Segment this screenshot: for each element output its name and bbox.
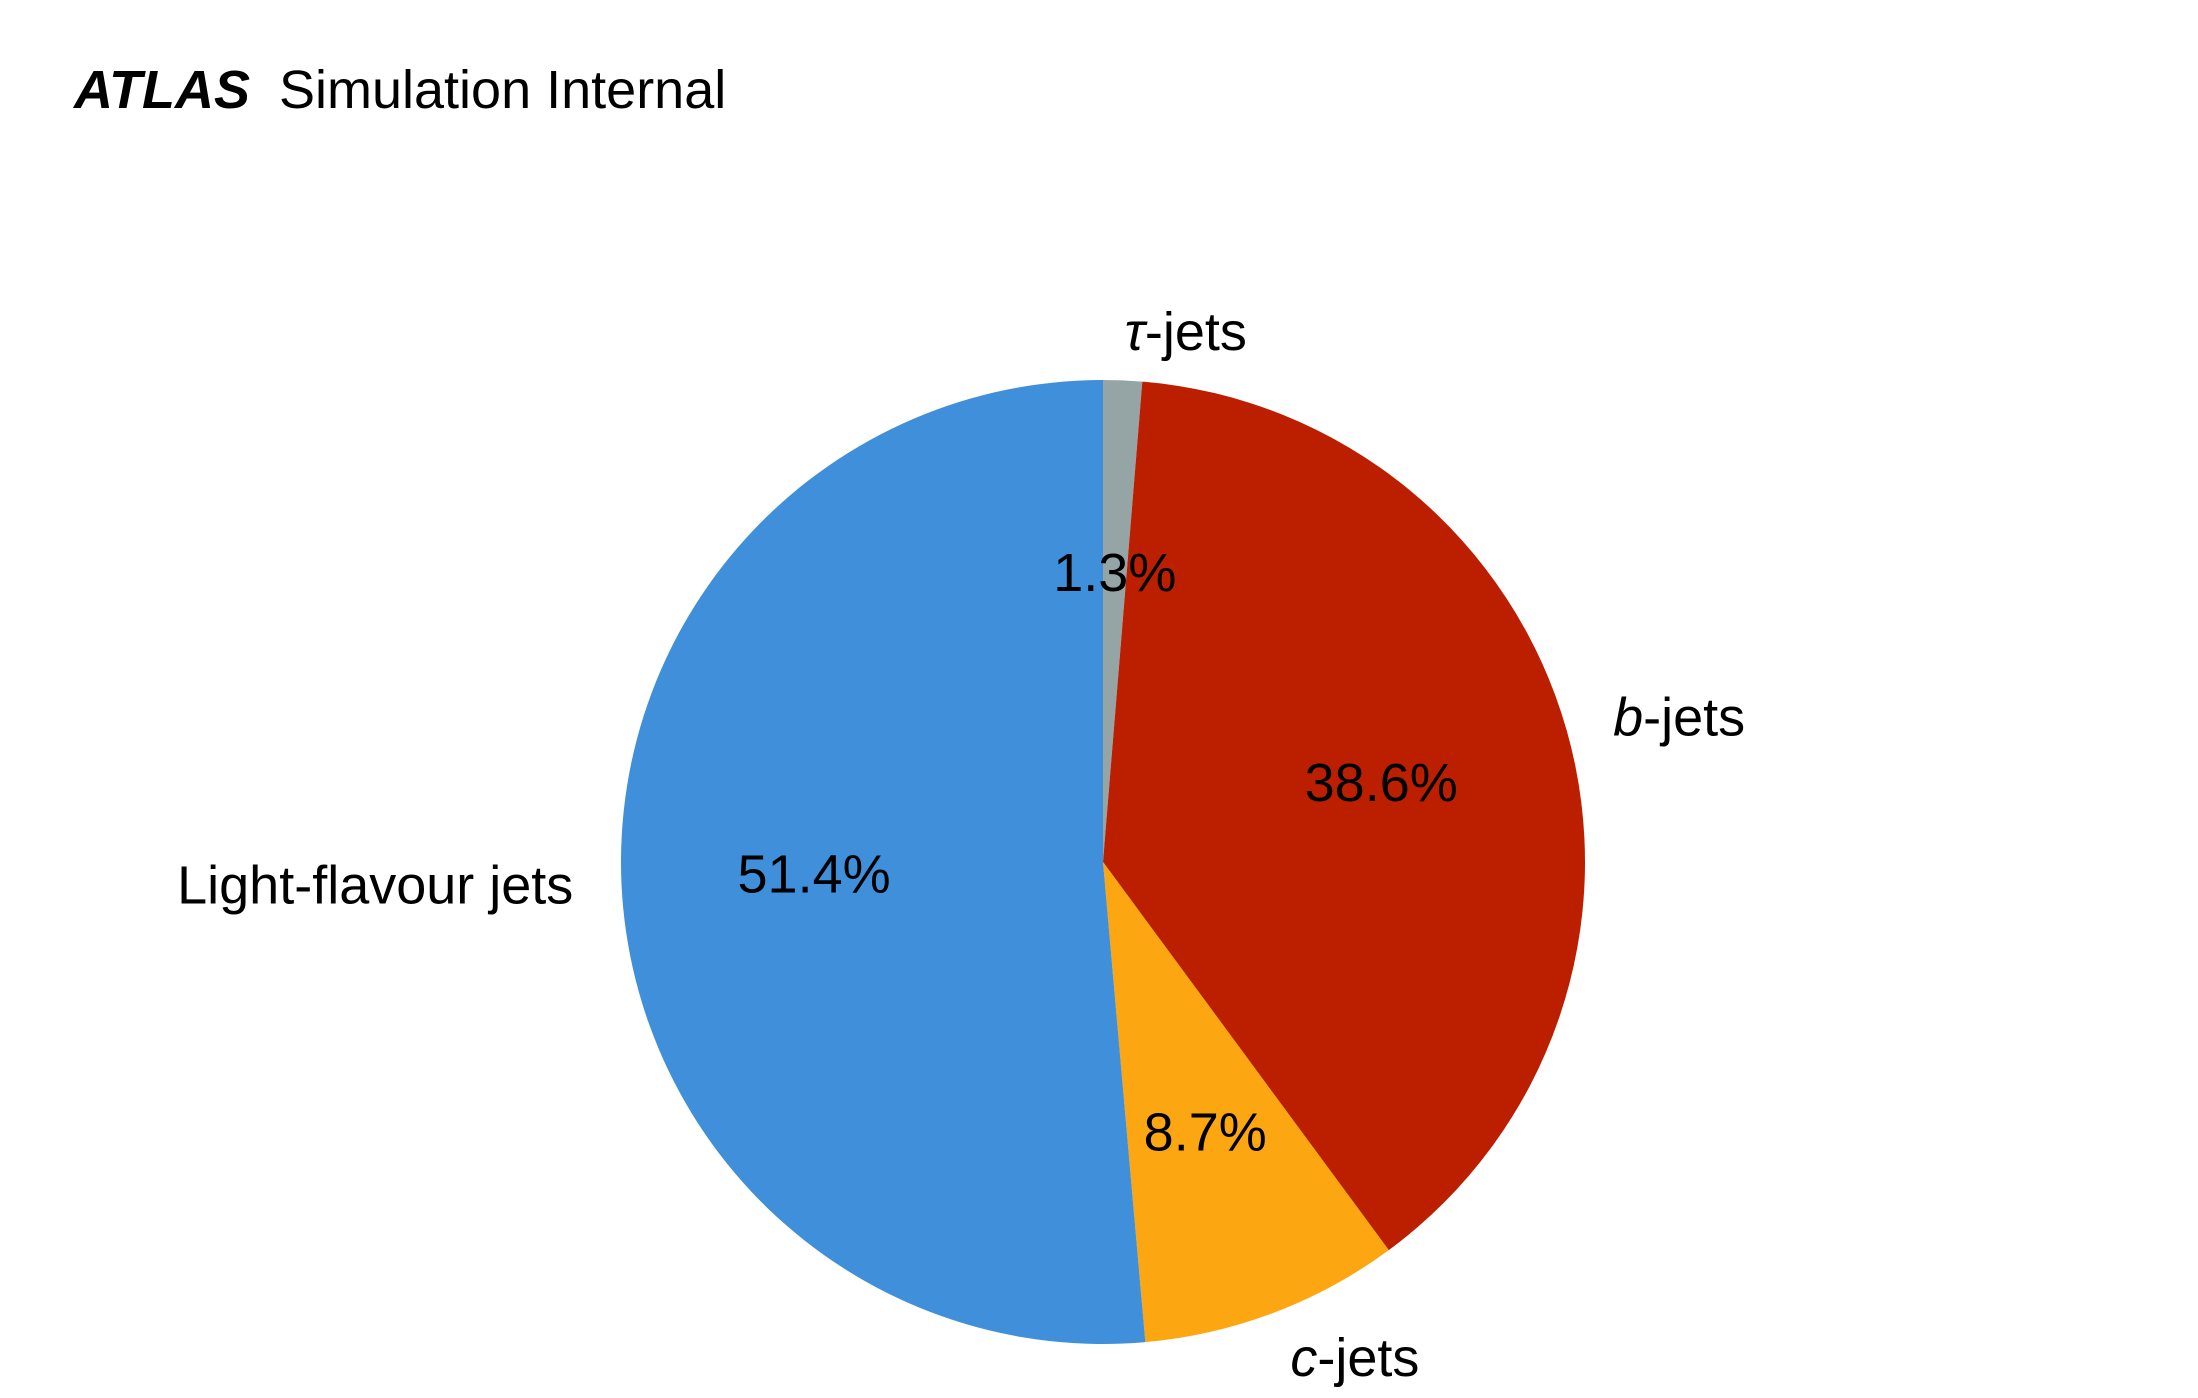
pct-label-2: 8.7%: [1144, 1103, 1267, 1163]
status-label: Simulation Internal: [279, 60, 726, 120]
chart-header: ATLAS Simulation Internal: [72, 60, 726, 120]
slice-label-0: τ-jets: [1125, 302, 1247, 362]
pct-label-1: 38.6%: [1305, 753, 1458, 813]
slice-label-3: Light-flavour jets: [177, 855, 573, 915]
pie-slice-2: [1103, 862, 1389, 1343]
pie-slice-1: [1103, 381, 1586, 1251]
slice-label-2: c-jets: [1290, 1328, 1419, 1388]
pct-label-0: 1.3%: [1053, 543, 1176, 603]
pie-slice-3: [621, 380, 1146, 1344]
pie-slice-0: [1103, 380, 1143, 862]
experiment-label: ATLAS: [72, 60, 250, 120]
category-labels: τ-jets b-jets c-jets Light-flavour jets: [177, 302, 1745, 1388]
pct-label-3: 51.4%: [738, 845, 891, 905]
slice-label-1: b-jets: [1613, 687, 1745, 747]
pie-slices: [621, 380, 1586, 1344]
percentage-labels: 1.3% 38.6% 8.7% 51.4%: [738, 543, 1458, 1162]
